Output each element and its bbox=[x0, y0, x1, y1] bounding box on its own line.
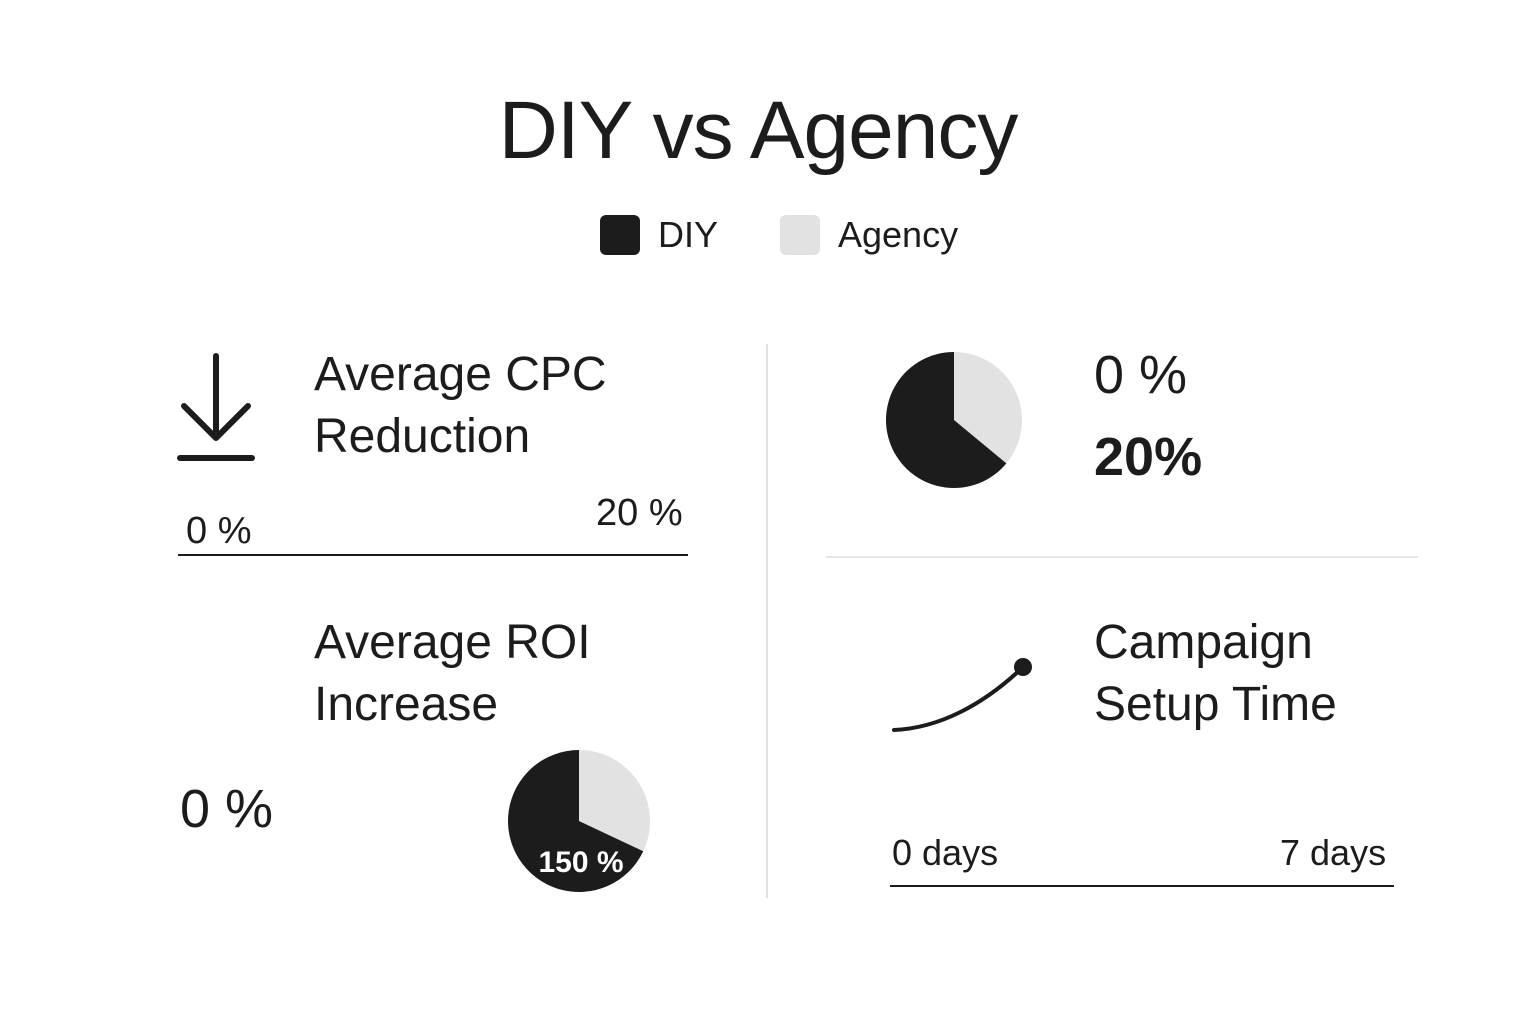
share-value-1: 0 % bbox=[1094, 345, 1188, 405]
vertical-divider bbox=[766, 344, 768, 898]
legend-label-diy: DIY bbox=[658, 214, 719, 255]
chart-title: DIY vs Agency bbox=[498, 85, 1019, 176]
pie-slice-agency bbox=[579, 750, 650, 852]
pie-slice-diy bbox=[886, 352, 1007, 488]
rising-curve-icon bbox=[892, 658, 1032, 732]
arrow-down-to-line-icon bbox=[177, 353, 255, 461]
share-value-2: 20% bbox=[1094, 427, 1203, 487]
roi-pie-label: 150 % bbox=[538, 846, 623, 879]
legend-item-agency: Agency bbox=[780, 214, 958, 256]
setup-high-label: 7 days bbox=[1280, 832, 1387, 873]
share-pie-chart bbox=[886, 352, 1022, 488]
horizontal-divider bbox=[826, 556, 1418, 558]
legend-label-agency: Agency bbox=[838, 214, 959, 255]
legend-item-diy: DIY bbox=[600, 214, 718, 256]
cpc-scale-line bbox=[178, 554, 688, 556]
cpc-heading-line1: Average CPC bbox=[314, 348, 607, 401]
legend-swatch-diy bbox=[600, 215, 640, 255]
setup-heading: Campaign Setup Time bbox=[1094, 612, 1337, 736]
setup-low-label: 0 days bbox=[892, 832, 999, 873]
roi-pie-chart: 150 % bbox=[508, 750, 650, 892]
roi-heading-line1: Average ROI bbox=[314, 616, 591, 669]
cpc-heading: Average CPC Reduction bbox=[314, 344, 607, 468]
cpc-high-label: 20 % bbox=[596, 492, 683, 534]
roi-heading: Average ROI Increase bbox=[314, 612, 591, 736]
pie-slice-agency bbox=[954, 352, 1022, 464]
roi-low-label: 0 % bbox=[180, 779, 274, 839]
setup-scale-line bbox=[890, 885, 1394, 887]
legend-swatch-agency bbox=[780, 215, 820, 255]
roi-heading-line2: Increase bbox=[314, 678, 499, 731]
setup-heading-line1: Campaign bbox=[1094, 616, 1313, 669]
cpc-heading-line2: Reduction bbox=[314, 410, 531, 463]
setup-heading-line2: Setup Time bbox=[1094, 678, 1337, 731]
pie-slice-diy bbox=[508, 750, 644, 892]
cpc-low-label: 0 % bbox=[186, 510, 252, 552]
